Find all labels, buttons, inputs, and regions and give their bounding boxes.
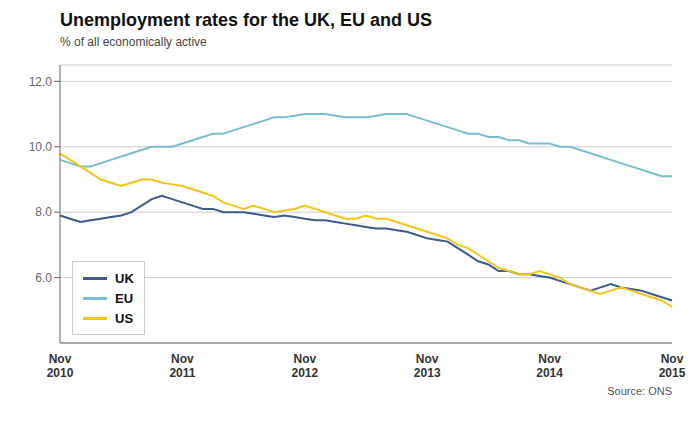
html-text:US: US — [115, 310, 134, 326]
html-text:% of all economically active: % of all economically active — [60, 35, 207, 49]
svg-text:6.0: 6.0 — [35, 271, 52, 285]
svg-text:Nov2015: Nov2015 — [659, 352, 686, 380]
svg-text:Nov2010: Nov2010 — [47, 352, 74, 380]
svg-text:12.0: 12.0 — [29, 75, 53, 89]
svg-text:Nov2011: Nov2011 — [169, 352, 195, 380]
html-text:Source: ONS: Source: ONS — [607, 385, 672, 397]
svg-text:Nov2013: Nov2013 — [414, 352, 441, 380]
svg-text:Nov2014: Nov2014 — [536, 352, 563, 380]
html-text:Unemployment rates for the UK,: Unemployment rates for the UK, EU and US — [60, 10, 433, 30]
svg-text:10.0: 10.0 — [29, 140, 53, 154]
html-text:EU: EU — [115, 290, 134, 306]
svg-text:Nov2012: Nov2012 — [291, 352, 318, 380]
html-text:UK: UK — [115, 270, 134, 286]
svg-text:8.0: 8.0 — [35, 205, 52, 219]
